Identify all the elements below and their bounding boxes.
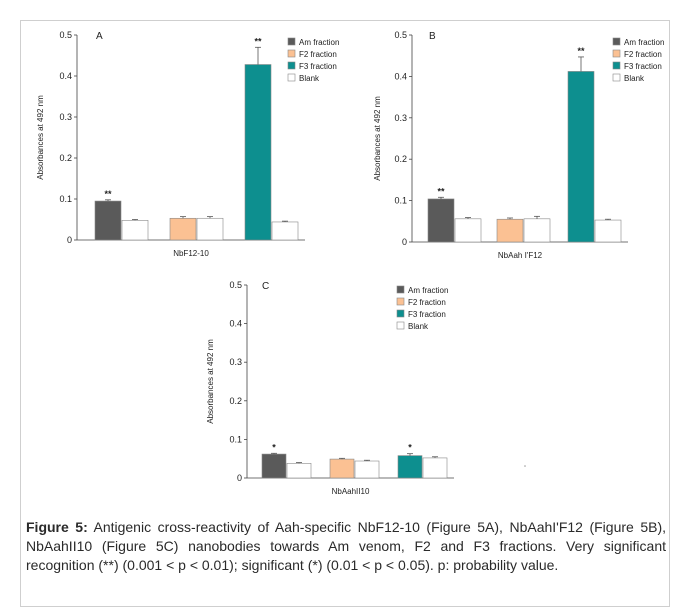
y-tick-label: 0 [237, 473, 242, 483]
legend-label: Am fraction [299, 38, 339, 47]
bar-blank [454, 218, 482, 243]
y-tick-label: 0.2 [59, 153, 72, 163]
legend-label: Blank [299, 74, 320, 83]
bar-f2-fraction [496, 218, 524, 243]
bar-f3-fraction [397, 455, 423, 479]
chart-panel-b: 0 0.1 0.2 0.3 0.4 0.5 Absorbances at 492 nm B **… [373, 30, 664, 260]
significance-label: ** [437, 186, 445, 196]
legend-label: Blank [624, 74, 645, 83]
bar-f3-fraction [244, 64, 272, 241]
figure-caption: Figure 5: Antigenic cross-reactivity of … [26, 518, 666, 575]
significance-label: ** [254, 36, 262, 46]
y-axis-label: Absorbances at 492 nm [206, 339, 215, 424]
legend-swatch [396, 309, 405, 318]
x-axis-label: NbF12-10 [173, 249, 209, 258]
legend-swatch [287, 73, 296, 82]
legend-label: F2 fraction [408, 298, 446, 307]
legend-label: Am fraction [408, 286, 448, 295]
legend-swatch [287, 61, 296, 70]
y-tick-label: 0.3 [59, 112, 72, 122]
y-tick-label: 0.3 [394, 113, 407, 123]
y-tick-label: 0 [67, 235, 72, 245]
significance-label: ** [104, 189, 112, 199]
figure-frame [20, 20, 670, 607]
y-axis-label: Absorbances at 492 nm [36, 95, 45, 180]
legend-label: F2 fraction [299, 50, 337, 59]
legend-label: Blank [408, 322, 429, 331]
bar-am-fraction [261, 453, 287, 479]
legend-swatch [612, 49, 621, 58]
y-tick-label: 0.1 [59, 194, 72, 204]
chart-panel-c: 0 0.1 0.2 0.3 0.4 0.5 Absorbances at 492 nm C * *… [206, 280, 454, 496]
legend-swatch [287, 37, 296, 46]
bar-blank [523, 218, 551, 243]
y-tick-label: 0.4 [394, 71, 407, 81]
legend-swatch [287, 49, 296, 58]
y-tick-label: 0.1 [394, 196, 407, 206]
caption-label: Figure 5: [26, 519, 88, 535]
y-tick-label: 0.2 [394, 154, 407, 164]
y-tick-label: 0.5 [229, 280, 242, 290]
bar-f2-fraction [329, 458, 355, 479]
legend-swatch [612, 37, 621, 46]
legend-label: F3 fraction [408, 310, 446, 319]
legend-label: F3 fraction [624, 62, 662, 71]
bar-blank [286, 463, 312, 479]
significance-label: ** [577, 46, 585, 56]
bar-blank [271, 221, 299, 241]
y-tick-label: 0 [402, 237, 407, 247]
caption-text: Antigenic cross-reactivity of Aah-specif… [26, 519, 666, 573]
bar-blank [422, 457, 448, 479]
legend-swatch [612, 73, 621, 82]
chart-panel-a: 0 0.1 0.2 0.3 0.4 0.5 Absorbances at 492 nm A **… [36, 30, 339, 258]
y-tick-label: 0.4 [229, 319, 242, 329]
legend-swatch [612, 61, 621, 70]
bar-blank [196, 217, 224, 241]
bar-blank [594, 219, 622, 243]
legend-swatch [396, 285, 405, 294]
legend-swatch [396, 297, 405, 306]
bar-f2-fraction [169, 217, 197, 241]
y-axis-label: Absorbances at 492 nm [373, 96, 382, 181]
legend-label: F2 fraction [624, 50, 662, 59]
bar-am-fraction [94, 200, 122, 241]
y-tick-label: 0.4 [59, 71, 72, 81]
significance-label: * [408, 443, 412, 453]
y-tick-label: 0.1 [229, 434, 242, 444]
significance-label: * [272, 442, 276, 452]
bar-am-fraction [427, 198, 455, 243]
bar-f3-fraction [567, 71, 595, 243]
y-tick-label: 0.2 [229, 396, 242, 406]
y-tick-label: 0.5 [394, 30, 407, 40]
panel-label: A [96, 31, 103, 42]
y-tick-label: 0.5 [59, 30, 72, 40]
panel-label: C [262, 281, 269, 292]
x-axis-label: NbAahII10 [332, 487, 370, 496]
bar-blank [121, 220, 149, 241]
stray-mark [524, 465, 526, 467]
bar-blank [354, 460, 380, 479]
x-axis-label: NbAah I'F12 [498, 251, 543, 260]
legend-label: F3 fraction [299, 62, 337, 71]
panel-label: B [429, 31, 436, 42]
legend-label: Am fraction [624, 38, 664, 47]
y-tick-label: 0.3 [229, 357, 242, 367]
legend-swatch [396, 321, 405, 330]
